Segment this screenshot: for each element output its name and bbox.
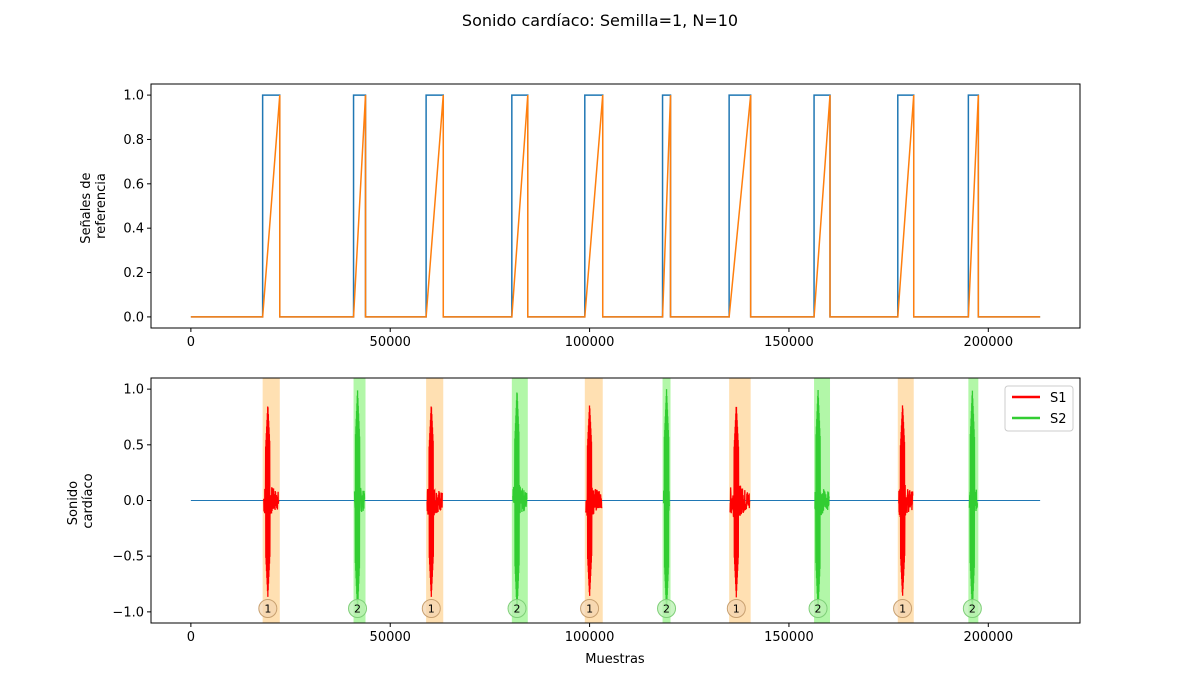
top-plot-frame: [150, 83, 1081, 329]
bottom-axis-ticks: 0 50000 100000 150000 200000 −1.0 −0.5 0.0 0.5 1.…: [112, 383, 1013, 645]
event-marker-2: [962, 599, 982, 619]
event-marker-label: 1: [428, 603, 435, 616]
bottom-xtick-label: 150000: [764, 630, 814, 645]
top-xtick-label: 100000: [565, 335, 615, 350]
top-ytick-label: 0.8: [123, 133, 144, 148]
event-marker-label: 1: [733, 603, 740, 616]
bottom-xtick-label: 0: [187, 630, 195, 645]
top-ytick-label: 0.2: [123, 266, 144, 281]
event-marker-label: 2: [663, 603, 670, 616]
legend-label-s1: S1: [1050, 391, 1067, 406]
event-marker-label: 2: [969, 603, 976, 616]
event-marker-1: [726, 599, 746, 619]
bottom-ytick-label: −0.5: [112, 550, 144, 565]
event-marker-2: [348, 599, 368, 619]
bottom-ytick-label: 0.0: [123, 494, 144, 509]
bottom-ytick-label: −1.0: [112, 605, 144, 620]
bottom-xtick-label: 100000: [565, 630, 615, 645]
bottom-ytick-label: 0.5: [123, 438, 144, 453]
event-marker-2: [657, 599, 677, 619]
legend: S1 S2: [1004, 385, 1074, 432]
top-series-group: [190, 94, 1041, 318]
event-marker-label: 1: [586, 603, 593, 616]
top-ytick-label: 1.0: [123, 89, 144, 104]
ramp-line: [190, 95, 1041, 318]
event-marker-label: 2: [514, 603, 521, 616]
top-xtick-label: 0: [187, 335, 195, 350]
top-ytick-label: 0.4: [123, 222, 144, 237]
event-marker-1: [580, 599, 600, 619]
event-marker-label: 1: [899, 603, 906, 616]
bottom-series-group: [190, 389, 1041, 612]
top-ytick-label: 0.0: [123, 310, 144, 325]
bottom-event-markers: 1 2 1 2 1 2 1 2 1 2: [258, 599, 982, 619]
top-ylabel: Señales de referencia: [79, 168, 109, 243]
bottom-ytick-label: 1.0: [123, 383, 144, 398]
top-ytick-label: 0.6: [123, 177, 144, 192]
reference-signals-plot: 0 50000 100000 150000 200000 0.0 0.2 0.4 0.6 0.8 1…: [79, 83, 1081, 350]
event-marker-label: 1: [264, 603, 271, 616]
heart-sound-burst-1: [729, 406, 751, 598]
event-marker-2: [808, 599, 828, 619]
top-axis-ticks: 0 50000 100000 150000 200000 0.0 0.2 0.4 0.6 0.8 1…: [123, 89, 1013, 350]
heart-sound-burst-1: [585, 405, 603, 596]
figure-title: Sonido cardíaco: Semilla=1, N=10: [462, 11, 738, 30]
top-xtick-label: 150000: [764, 335, 814, 350]
bottom-xtick-label: 200000: [963, 630, 1013, 645]
heart-sound-burst-1: [426, 406, 443, 597]
top-ylabel-line1: Señales de: [79, 172, 94, 243]
event-marker-label: 2: [354, 603, 361, 616]
heart-sound-plot: 1 2 1 2 1 2 1 2 1 2 0 50000 100000 150000 200000 −1.0 −…: [66, 377, 1081, 667]
bottom-xtick-label: 50000: [370, 630, 411, 645]
top-ylabel-line2: referencia: [94, 173, 109, 239]
bottom-xlabel: Muestras: [585, 652, 645, 667]
top-plot-area: [151, 84, 1080, 328]
heart-sound-burst-1: [898, 405, 914, 596]
heart-sound-burst-2: [968, 390, 978, 610]
top-xtick-label: 200000: [963, 335, 1013, 350]
heart-sound-burst-2: [353, 390, 366, 610]
bottom-ylabel: Sonido cardíaco: [66, 473, 96, 528]
event-marker-1: [258, 599, 278, 619]
bottom-ylabel-line2: cardíaco: [81, 473, 96, 528]
top-xtick-label: 50000: [370, 335, 411, 350]
legend-label-s2: S2: [1050, 412, 1067, 427]
bottom-ylabel-line1: Sonido: [66, 481, 81, 525]
heart-sound-burst-2: [814, 389, 830, 609]
heart-sound-burst-1: [262, 406, 280, 597]
event-marker-2: [507, 599, 527, 619]
event-marker-1: [893, 599, 913, 619]
heart-sound-burst-2: [512, 392, 528, 612]
event-marker-label: 2: [815, 603, 822, 616]
event-marker-1: [421, 599, 441, 619]
heart-sound-burst-2: [662, 389, 671, 609]
